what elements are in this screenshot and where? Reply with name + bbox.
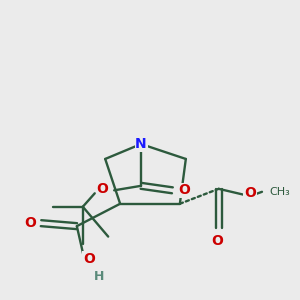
Text: H: H — [94, 270, 104, 284]
Text: O: O — [25, 216, 37, 230]
Text: N: N — [135, 137, 147, 151]
Text: CH₃: CH₃ — [269, 187, 290, 197]
Text: O: O — [244, 186, 256, 200]
Text: O: O — [178, 183, 190, 197]
Text: O: O — [83, 252, 95, 266]
Text: O: O — [211, 234, 223, 248]
Text: O: O — [96, 182, 108, 196]
